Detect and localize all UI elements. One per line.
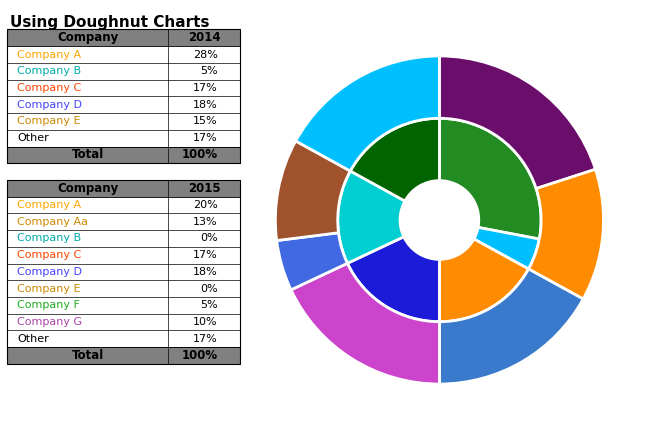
Text: Company G: Company G <box>18 317 83 327</box>
Text: Company B: Company B <box>18 66 81 76</box>
Text: 0%: 0% <box>200 234 217 243</box>
Text: Other: Other <box>18 334 49 344</box>
Text: Company A: Company A <box>18 50 81 59</box>
Wedge shape <box>350 118 439 201</box>
Text: Company B: Company B <box>18 234 81 243</box>
Text: 5%: 5% <box>200 66 217 76</box>
Bar <box>7 347 240 364</box>
Bar <box>7 29 240 163</box>
Text: Company A: Company A <box>18 200 81 210</box>
Text: 18%: 18% <box>193 267 217 277</box>
Text: Company C: Company C <box>18 250 81 260</box>
Wedge shape <box>338 171 405 263</box>
Text: 13%: 13% <box>193 217 217 227</box>
Text: 17%: 17% <box>193 133 217 143</box>
Wedge shape <box>474 227 539 269</box>
Text: Using Doughnut Charts: Using Doughnut Charts <box>10 15 210 30</box>
Text: Company C: Company C <box>18 83 81 93</box>
Text: 20%: 20% <box>193 200 217 210</box>
Wedge shape <box>291 263 439 384</box>
Wedge shape <box>439 56 596 189</box>
Wedge shape <box>529 169 603 299</box>
Wedge shape <box>277 233 348 290</box>
Bar <box>7 180 240 197</box>
Text: 100%: 100% <box>182 349 217 362</box>
Text: Company E: Company E <box>18 284 81 293</box>
Text: 2014: 2014 <box>187 31 221 44</box>
Bar <box>7 29 240 46</box>
Text: Company F: Company F <box>18 301 80 310</box>
Text: Company E: Company E <box>18 117 81 126</box>
Bar <box>7 180 240 364</box>
Text: Other: Other <box>18 133 49 143</box>
Text: 18%: 18% <box>193 100 217 110</box>
Text: 28%: 28% <box>193 50 217 59</box>
Text: Company D: Company D <box>18 267 82 277</box>
Bar <box>7 147 240 163</box>
Text: Company: Company <box>57 182 118 195</box>
Wedge shape <box>439 269 583 384</box>
Text: 17%: 17% <box>193 334 217 344</box>
Text: Company: Company <box>57 31 118 44</box>
Wedge shape <box>348 237 439 322</box>
Text: 0%: 0% <box>200 284 217 293</box>
Text: 2015: 2015 <box>187 182 221 195</box>
Text: 10%: 10% <box>193 317 217 327</box>
Text: Total: Total <box>72 148 104 161</box>
Text: 100%: 100% <box>182 148 217 161</box>
Text: 15%: 15% <box>193 117 217 126</box>
Wedge shape <box>275 141 350 241</box>
Wedge shape <box>439 239 529 322</box>
Text: 17%: 17% <box>193 250 217 260</box>
Text: 5%: 5% <box>200 301 217 310</box>
Text: Company Aa: Company Aa <box>18 217 89 227</box>
Wedge shape <box>296 56 439 171</box>
Text: Company D: Company D <box>18 100 82 110</box>
Wedge shape <box>439 118 541 239</box>
Text: 17%: 17% <box>193 83 217 93</box>
Text: Total: Total <box>72 349 104 362</box>
